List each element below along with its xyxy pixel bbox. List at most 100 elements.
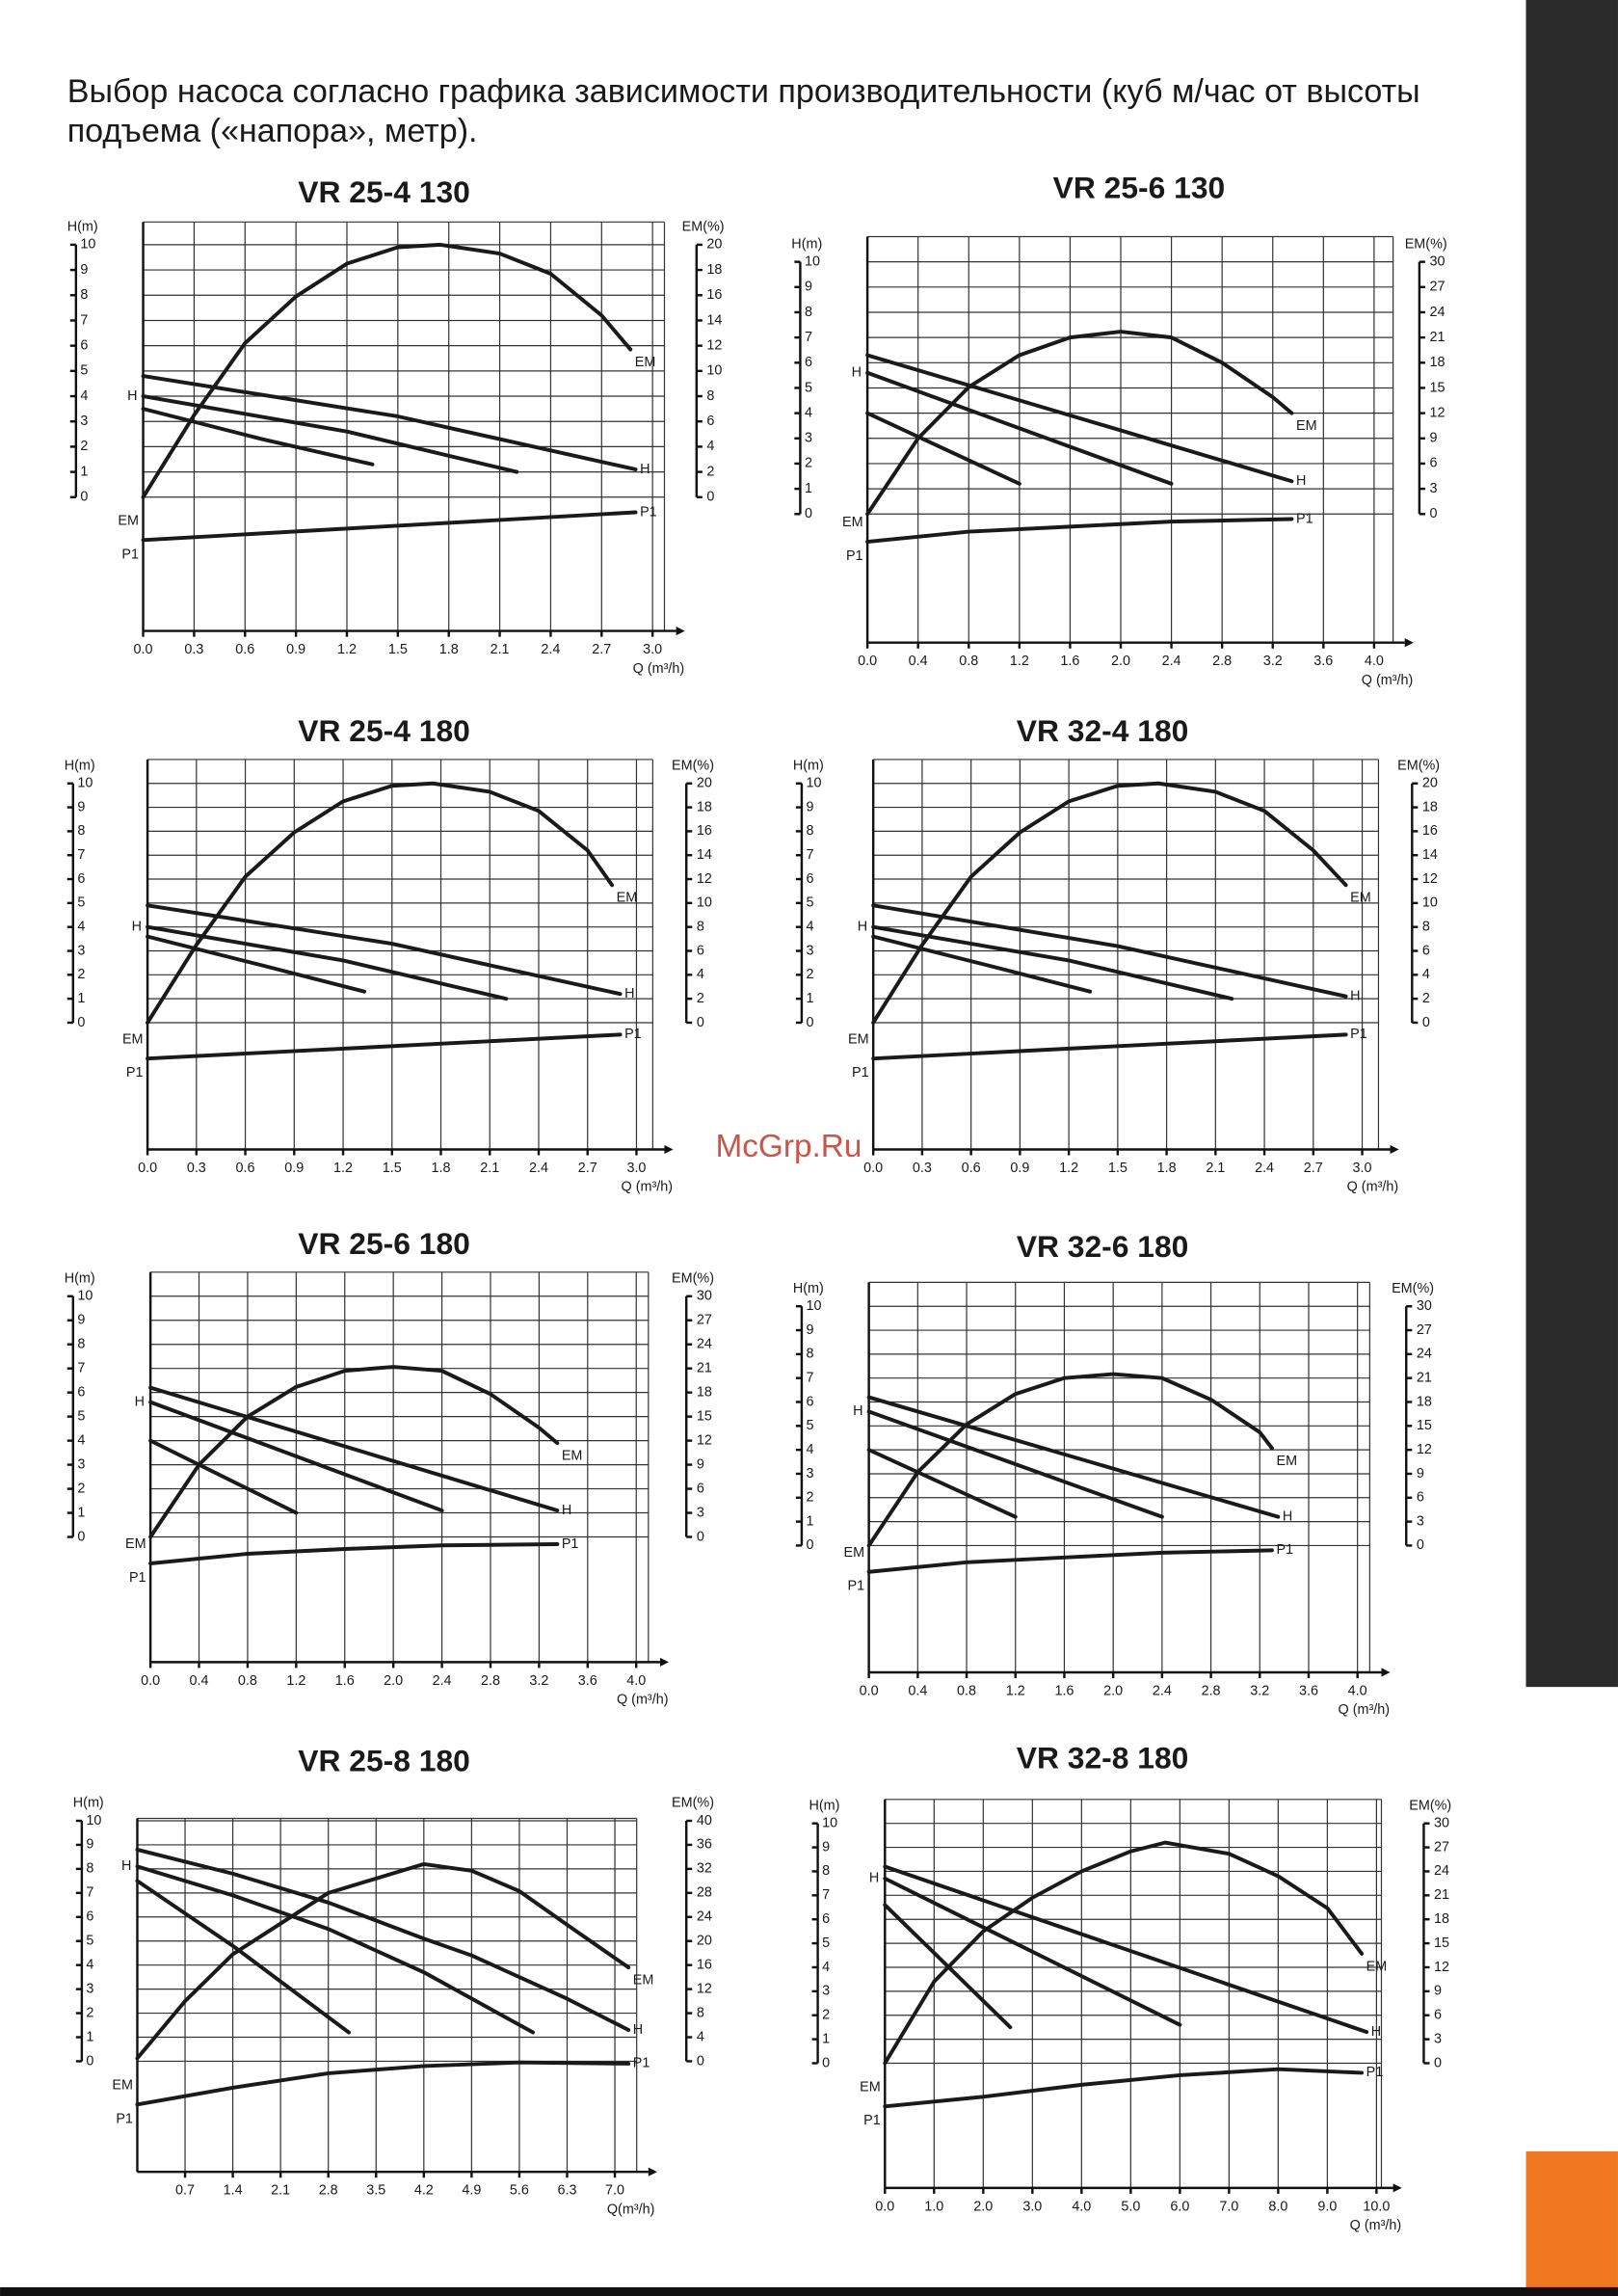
chart-title: VR 25-4 130 xyxy=(298,174,470,209)
watermark: McGrp.Ru xyxy=(716,1129,862,1164)
y2-tick-label: 18 xyxy=(1434,1911,1449,1927)
y2-tick-label: 12 xyxy=(706,337,722,353)
y2-tick-label: 16 xyxy=(706,287,722,303)
x-tick-label: 7.0 xyxy=(1219,2199,1238,2214)
y-tick-label: 2 xyxy=(805,456,812,471)
curve xyxy=(146,934,366,994)
y-tick-label: 7 xyxy=(86,1885,93,1901)
y2-tick-label: 18 xyxy=(697,799,712,814)
series-start-label: EM xyxy=(122,1031,144,1047)
series-end-label: EM xyxy=(617,891,638,906)
y-tick-label: 1 xyxy=(806,1513,813,1529)
curve xyxy=(141,374,638,471)
series-start-label: P1 xyxy=(121,547,139,562)
y2-tick-label: 0 xyxy=(697,1529,704,1544)
series-end-label: P1 xyxy=(1276,1542,1293,1558)
y2-tick-label: 30 xyxy=(1417,1298,1432,1314)
x-tick-label: 0.0 xyxy=(134,642,153,657)
x-tick-label: 5.6 xyxy=(510,2183,529,2199)
x-tick-label: 2.4 xyxy=(433,1673,452,1689)
x-tick-label: 2.4 xyxy=(529,1161,548,1176)
y-tick-label: 4 xyxy=(822,1960,830,1975)
y2-tick-label: 12 xyxy=(697,1432,712,1448)
series-end-label: EM xyxy=(562,1449,583,1464)
y-tick-label: 10 xyxy=(805,254,820,269)
curve xyxy=(148,1385,560,1513)
curve xyxy=(865,411,1021,486)
curve xyxy=(146,1032,623,1061)
y2-tick-label: 0 xyxy=(697,1015,704,1030)
curve xyxy=(135,2060,631,2107)
y-tick-label: 9 xyxy=(86,1837,93,1853)
y-tick-label: 1 xyxy=(805,481,812,496)
y-tick-label: 0 xyxy=(822,2055,830,2070)
series-start-label: P1 xyxy=(846,548,863,564)
y2-tick-label: 12 xyxy=(1422,871,1438,887)
curve xyxy=(146,924,509,1001)
y2-tick-label: 0 xyxy=(1422,1015,1430,1030)
x-tick-label: 1.6 xyxy=(1060,654,1079,669)
curve xyxy=(141,242,633,499)
y-tick-label: 7 xyxy=(77,1360,85,1375)
y-tick-label: 9 xyxy=(806,1322,813,1338)
y-tick-label: 3 xyxy=(805,431,812,446)
y-axis-label: H(m) xyxy=(809,1798,840,1813)
x-tick-label: 0.6 xyxy=(235,642,254,657)
y-tick-label: 3 xyxy=(80,414,88,429)
x-axis-arrow xyxy=(1381,1668,1391,1677)
y2-tick-label: 2 xyxy=(706,464,714,479)
x-tick-label: 4.9 xyxy=(462,2183,481,2199)
y-tick-label: 10 xyxy=(806,776,821,791)
y2-tick-label: 12 xyxy=(697,871,712,887)
y2-tick-label: 24 xyxy=(697,1909,712,1925)
y2-tick-label: 9 xyxy=(1429,431,1437,446)
x-tick-label: 4.0 xyxy=(1348,1683,1367,1698)
x-tick-label: 0.0 xyxy=(875,2199,894,2214)
curve xyxy=(871,903,1348,999)
x-tick-label: 0.0 xyxy=(858,654,877,669)
x-tick-label: 4.2 xyxy=(414,2183,434,2199)
x-tick-label: 2.7 xyxy=(592,642,611,657)
y2-axis-label: EM(%) xyxy=(1397,758,1440,773)
series-start-label: P1 xyxy=(847,1579,864,1594)
curve xyxy=(141,394,519,474)
x-tick-label: 1.8 xyxy=(439,642,459,657)
x-tick-label: 2.1 xyxy=(1206,1161,1225,1176)
y2-tick-label: 16 xyxy=(697,1957,712,1972)
x-tick-label: 2.4 xyxy=(541,642,560,657)
x-axis-arrow xyxy=(659,1657,670,1667)
y2-tick-label: 3 xyxy=(697,1505,704,1520)
series-end-label: EM xyxy=(1296,418,1317,434)
x-tick-label: 0.0 xyxy=(138,1161,157,1176)
chart-title: VR 32-6 180 xyxy=(1017,1229,1189,1264)
y-tick-label: 8 xyxy=(77,1337,85,1352)
x-tick-label: 2.7 xyxy=(578,1161,597,1176)
series-end-label: H xyxy=(562,1503,571,1518)
curve xyxy=(865,517,1294,545)
y-tick-label: 0 xyxy=(80,490,88,505)
y-tick-label: 2 xyxy=(80,439,88,454)
y-axis-label: H(m) xyxy=(73,1796,104,1811)
y-tick-label: 6 xyxy=(80,337,88,353)
y-tick-label: 0 xyxy=(86,2053,93,2069)
y2-tick-label: 9 xyxy=(697,1456,704,1472)
y2-tick-label: 14 xyxy=(697,847,712,863)
x-tick-label: 3.6 xyxy=(578,1673,597,1689)
y-tick-label: 7 xyxy=(806,847,813,863)
x-tick-label: 1.5 xyxy=(388,642,408,657)
y-tick-label: 8 xyxy=(86,1861,93,1877)
curve xyxy=(146,781,615,1025)
y-tick-label: 2 xyxy=(77,967,85,982)
x-tick-label: 1.8 xyxy=(432,1161,451,1176)
y-tick-label: 7 xyxy=(806,1370,813,1385)
y2-tick-label: 30 xyxy=(1429,254,1445,269)
y2-tick-label: 6 xyxy=(697,1481,704,1496)
y2-axis-label: EM(%) xyxy=(1409,1798,1451,1813)
y2-tick-label: 21 xyxy=(1434,1887,1449,1903)
y2-tick-label: 10 xyxy=(706,363,722,379)
x-tick-label: 0.3 xyxy=(913,1161,932,1176)
y2-tick-label: 8 xyxy=(706,388,714,404)
curve xyxy=(866,1548,1274,1574)
curve xyxy=(135,1861,631,2061)
curve xyxy=(135,1879,351,2035)
